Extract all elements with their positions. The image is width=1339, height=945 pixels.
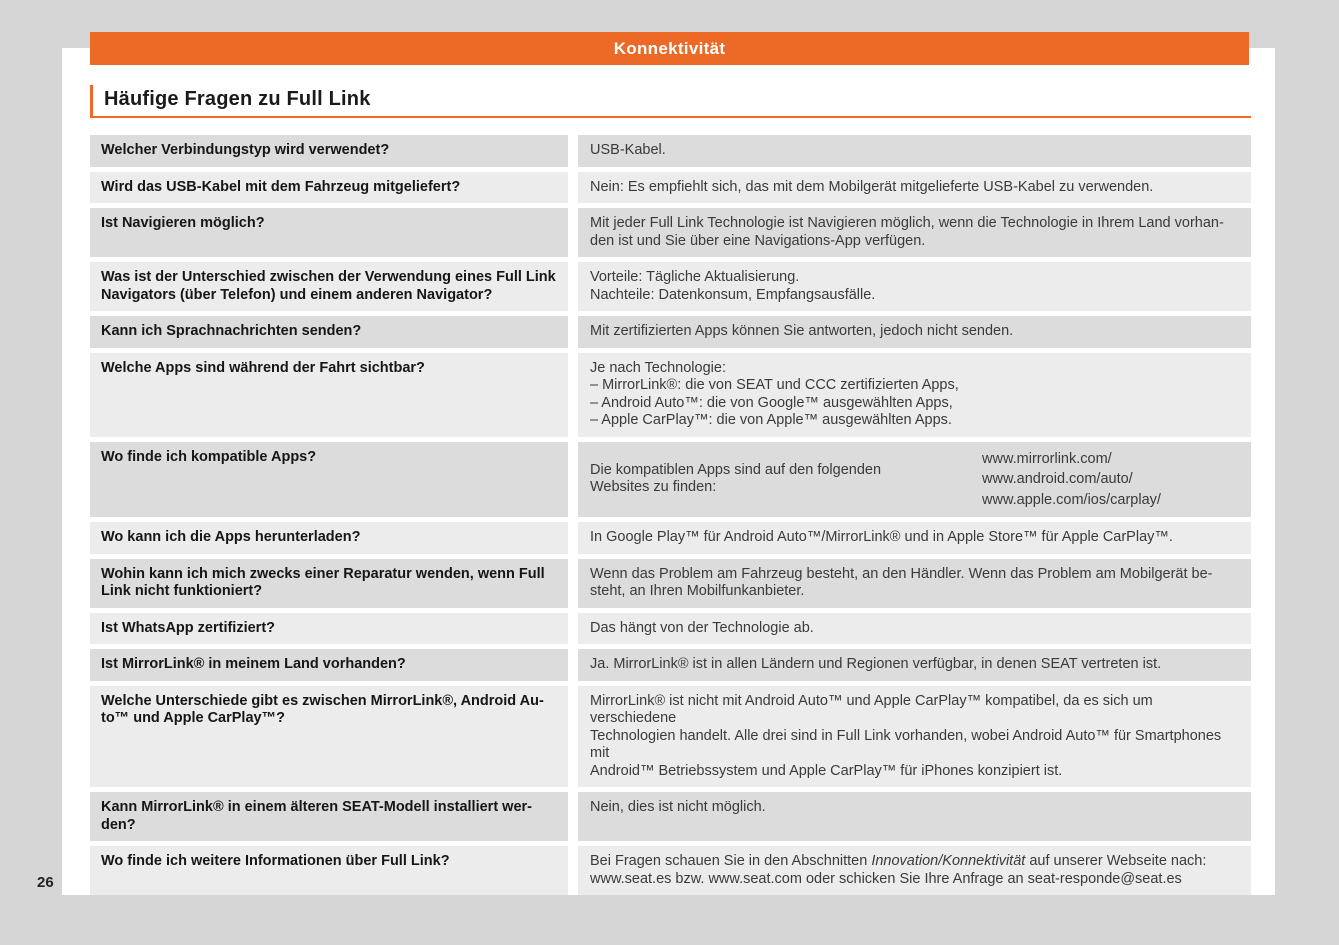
answer-website-list: www.mirrorlink.com/ www.android.com/auto…: [982, 450, 1161, 508]
question-cell: Wo kann ich die Apps herunterladen?: [90, 522, 568, 554]
answer-cell: MirrorLink® ist nicht mit Android Auto™ …: [578, 685, 1251, 787]
answer-cell: In Google Play™ für Android Auto™/Mirror…: [578, 522, 1251, 554]
chapter-title: Konnektivität: [613, 38, 726, 58]
page-number: 26: [37, 874, 54, 891]
question-cell: Was ist der Unterschied zwischen der Ver…: [90, 262, 568, 311]
faq-row: Kann ich Sprachnachrichten senden? Mit z…: [90, 316, 1251, 348]
faq-row: Wo finde ich weitere Informationen über …: [90, 846, 1251, 895]
faq-row: Wo finde ich kompatible Apps? Die kompat…: [90, 441, 1251, 517]
page-content-layer: Häufige Fragen zu Full Link Welcher Verb…: [62, 48, 1275, 895]
answer-cell: USB-Kabel.: [578, 135, 1251, 167]
chapter-header-band: Konnektivität: [90, 32, 1249, 65]
question-cell: Wo finde ich weitere Informationen über …: [90, 846, 568, 895]
answer-cell: Mit jeder Full Link Technologie ist Navi…: [578, 208, 1251, 257]
question-cell: Ist Navigieren möglich?: [90, 208, 568, 257]
question-cell: Ist MirrorLink® in meinem Land vorhanden…: [90, 649, 568, 681]
faq-table: Welcher Verbindungstyp wird verwendet? U…: [90, 135, 1251, 900]
faq-row: Ist Navigieren möglich? Mit jeder Full L…: [90, 208, 1251, 257]
question-cell: Welche Apps sind während der Fahrt sicht…: [90, 352, 568, 437]
question-cell: Ist WhatsApp zertifiziert?: [90, 612, 568, 644]
answer-cell: Vorteile: Tägliche Aktualisierung. Nacht…: [578, 262, 1251, 311]
answer-cell: Das hängt von der Technologie ab.: [578, 612, 1251, 644]
answer-cell: Nein, dies ist nicht möglich.: [578, 792, 1251, 841]
faq-row: Welche Unterschiede gibt es zwischen Mir…: [90, 685, 1251, 787]
answer-text-post: auf unserer Webseite nach: www.seat.es b…: [590, 853, 1207, 887]
faq-row: Wohin kann ich mich zwecks einer Reparat…: [90, 558, 1251, 608]
question-cell: Kann MirrorLink® in einem älteren SEAT-M…: [90, 792, 568, 841]
answer-cell: Je nach Technologie: – MirrorLink®: die …: [578, 352, 1251, 437]
faq-row: Welcher Verbindungstyp wird verwendet? U…: [90, 135, 1251, 167]
answer-cell: Nein: Es empfiehlt sich, das mit dem Mob…: [578, 171, 1251, 203]
question-cell: Kann ich Sprachnachrichten senden?: [90, 316, 568, 348]
section-title: Häufige Fragen zu Full Link: [90, 85, 1251, 118]
faq-row: Ist WhatsApp zertifiziert? Das hängt von…: [90, 612, 1251, 644]
answer-cell: Die kompatiblen Apps sind auf den folgen…: [578, 441, 1251, 517]
answer-cell: Mit zertifizierten Apps können Sie antwo…: [578, 316, 1251, 348]
answer-cell: Bei Fragen schauen Sie in den Abschnitte…: [578, 846, 1251, 895]
answer-text-italic: Innovation/Konnektivität: [871, 853, 1026, 869]
answer-text-pre: Bei Fragen schauen Sie in den Abschnitte…: [590, 853, 872, 869]
answer-cell: Ja. MirrorLink® ist in allen Ländern und…: [578, 649, 1251, 681]
question-cell: Welche Unterschiede gibt es zwischen Mir…: [90, 685, 568, 787]
question-cell: Wird das USB-Kabel mit dem Fahrzeug mitg…: [90, 171, 568, 203]
faq-row: Ist MirrorLink® in meinem Land vorhanden…: [90, 649, 1251, 681]
faq-row: Was ist der Unterschied zwischen der Ver…: [90, 262, 1251, 311]
question-cell: Wo finde ich kompatible Apps?: [90, 441, 568, 517]
faq-row: Kann MirrorLink® in einem älteren SEAT-M…: [90, 792, 1251, 841]
faq-row: Welche Apps sind während der Fahrt sicht…: [90, 352, 1251, 437]
faq-row: Wo kann ich die Apps herunterladen? In G…: [90, 522, 1251, 554]
question-cell: Wohin kann ich mich zwecks einer Reparat…: [90, 558, 568, 608]
answer-cell: Wenn das Problem am Fahrzeug besteht, an…: [578, 558, 1251, 608]
answer-intro-text: Die kompatiblen Apps sind auf den folgen…: [590, 461, 882, 496]
faq-row: Wird das USB-Kabel mit dem Fahrzeug mitg…: [90, 171, 1251, 203]
question-cell: Welcher Verbindungstyp wird verwendet?: [90, 135, 568, 167]
